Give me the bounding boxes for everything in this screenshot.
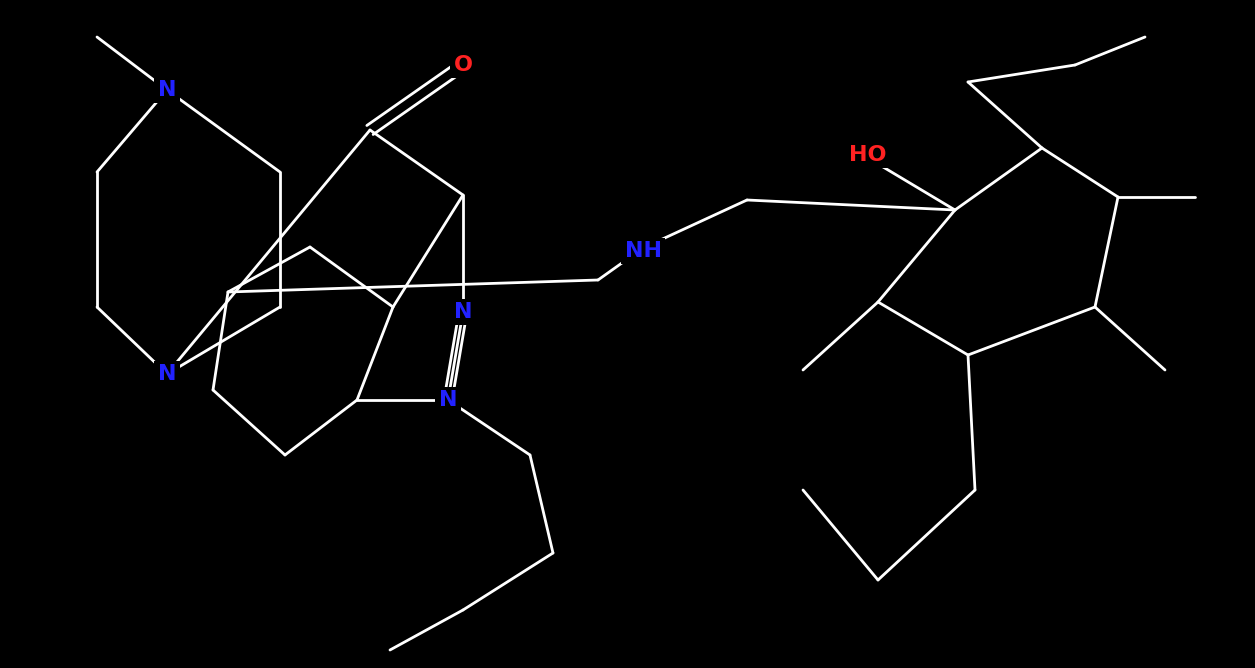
Text: O: O xyxy=(453,55,472,75)
Text: NH: NH xyxy=(625,241,661,261)
Text: N: N xyxy=(158,80,176,100)
Text: N: N xyxy=(454,302,472,322)
Text: N: N xyxy=(158,364,176,384)
Text: HO: HO xyxy=(850,145,887,165)
Text: N: N xyxy=(439,390,457,410)
